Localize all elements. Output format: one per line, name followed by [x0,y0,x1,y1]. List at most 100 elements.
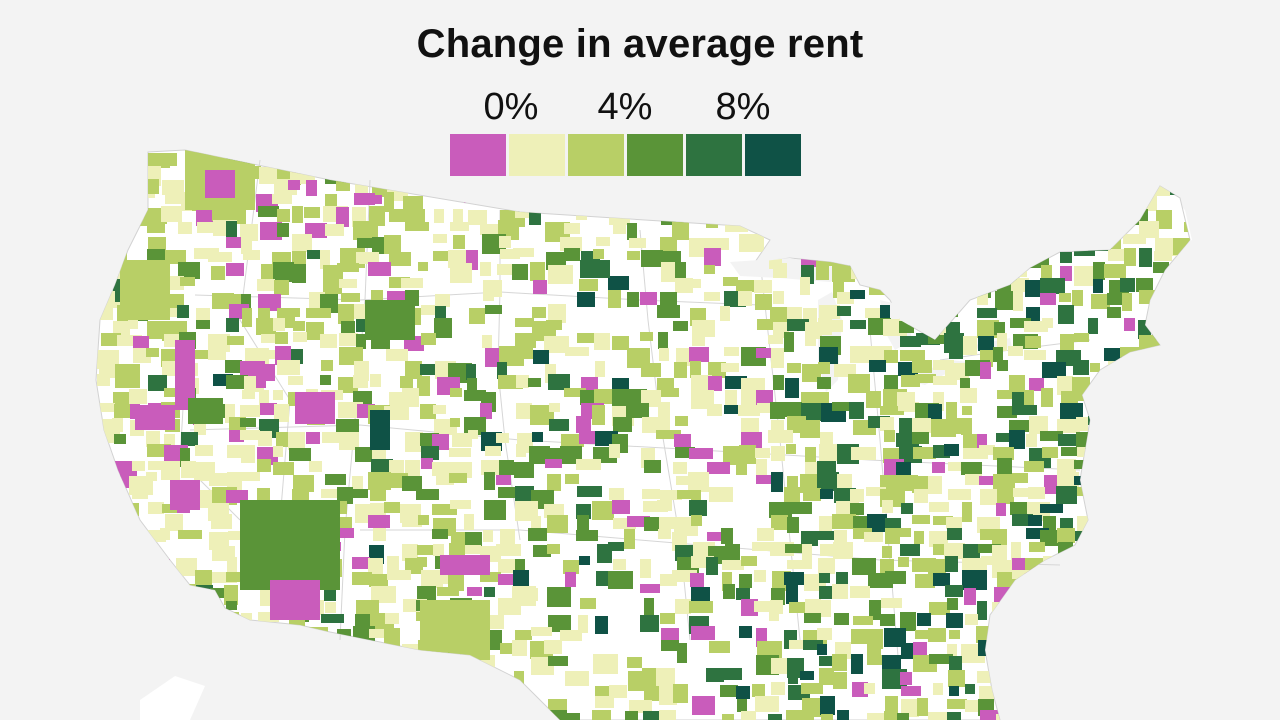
county-cell [869,600,881,620]
county-cell [437,151,455,168]
county-cell [273,462,294,475]
county-cell [977,151,990,168]
county-cell [129,615,142,627]
county-cell [802,544,812,561]
county-cell [196,320,210,329]
county-cell [292,234,312,252]
county-cell [933,264,956,279]
county-cell [212,572,237,583]
county-cell [1173,544,1190,558]
county-cell [178,658,197,673]
county-cell [160,528,170,540]
county-cell [977,235,1001,253]
county-cell [113,713,127,720]
county-cell [912,293,924,305]
county-cell [656,154,676,174]
county-cell [963,448,988,459]
county-cell [741,599,758,616]
county-cell [1139,406,1151,421]
county-cell [372,167,383,186]
county-cell [384,684,403,698]
county-cell [129,644,146,657]
county-cell [884,196,909,215]
county-cell [306,322,324,340]
county-cell [277,223,289,237]
county-cell [512,182,531,196]
county-cell [242,640,264,655]
county-cell [288,376,303,385]
county-cell [227,336,244,345]
county-cell [850,209,864,224]
county-cell [1056,486,1077,504]
county-cell [1060,558,1078,576]
county-cell [1185,654,1190,671]
county-cell [932,462,945,473]
county-cell [1011,234,1030,247]
county-cell [770,600,783,614]
county-cell [1060,403,1083,421]
county-cell [848,235,871,248]
county-cell [851,447,876,460]
county-cell [1091,294,1110,309]
county-cell [565,474,579,484]
county-cell [1109,503,1132,516]
county-cell [932,164,953,180]
county-cell [771,420,784,430]
county-cell [928,712,947,720]
county-cell [337,656,357,665]
county-cell [1140,671,1160,691]
county-cell [912,418,931,433]
county-cell [1042,447,1058,458]
county-cell [579,167,604,182]
county-cell [1090,433,1108,444]
county-cell [515,150,527,164]
county-cell [801,403,823,421]
county-cell [1107,307,1121,318]
county-cell [165,514,183,531]
county-cell [371,459,393,475]
county-cell [1172,685,1186,695]
county-cell [181,644,206,662]
county-cell [644,517,660,531]
county-cell [754,280,772,293]
county-cell [917,698,928,716]
county-cell [120,260,170,320]
county-cell [101,263,119,273]
county-cell [818,362,830,374]
county-cell [643,501,668,512]
county-cell [579,556,590,565]
county-cell [674,434,691,447]
county-cell [820,696,835,715]
county-cell [1074,266,1098,286]
county-cell [673,321,688,331]
county-cell [432,462,457,476]
county-cell [180,448,190,467]
county-cell [417,545,436,555]
county-cell [706,668,724,682]
county-cell [1074,333,1089,342]
county-cell [1172,517,1190,531]
county-cell [627,657,642,668]
county-cell [947,277,960,295]
county-cell [1024,321,1048,332]
county-cell [640,584,660,593]
county-cell [787,476,798,488]
county-cell [768,335,783,344]
county-cell [1056,700,1066,709]
county-cell [1121,698,1144,710]
county-cell [114,434,126,444]
county-cell [595,361,605,377]
county-cell [372,655,394,670]
county-cell [1105,208,1125,224]
county-cell [786,710,811,720]
county-cell [275,332,288,344]
county-cell [819,516,832,532]
county-cell [964,588,976,605]
county-cell [421,305,440,315]
county-cell [885,182,905,192]
county-cell [833,672,847,689]
county-cell [880,614,895,626]
county-cell [402,388,419,407]
county-cell [517,195,537,212]
county-cell [370,490,386,501]
